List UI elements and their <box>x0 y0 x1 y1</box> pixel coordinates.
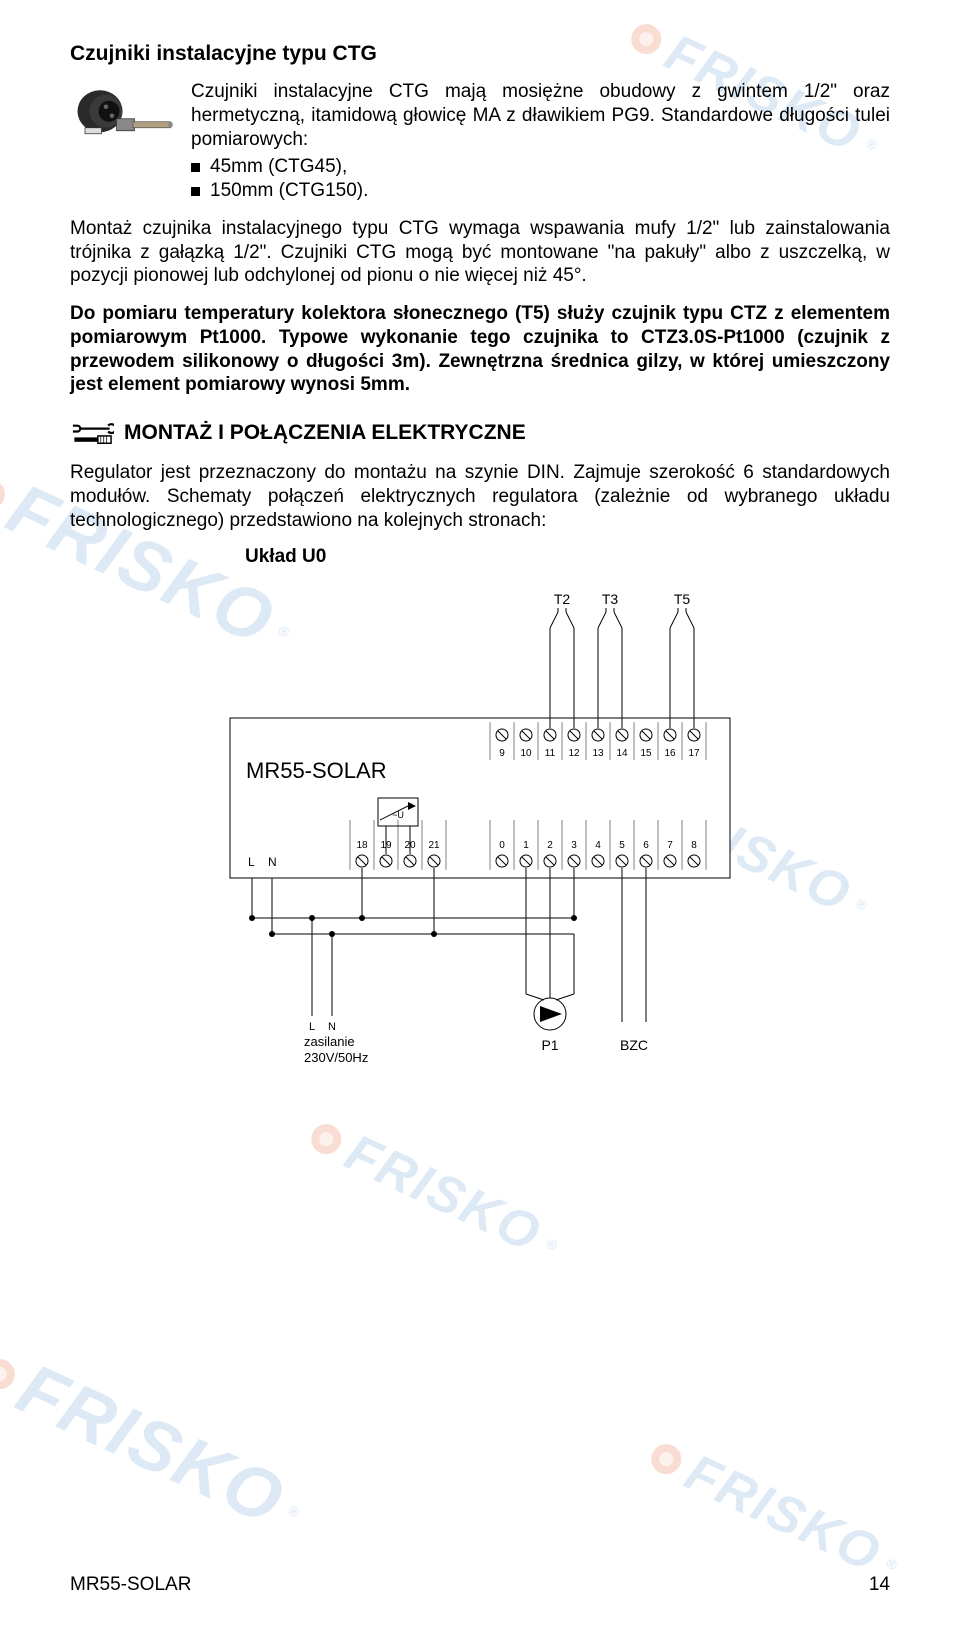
svg-text:T2: T2 <box>554 591 571 607</box>
bullet-text: 150mm (CTG150). <box>210 179 368 203</box>
svg-text:P1: P1 <box>541 1037 558 1053</box>
svg-text:4: 4 <box>595 840 601 851</box>
svg-text:zasilanie: zasilanie <box>304 1034 355 1049</box>
tools-icon <box>70 419 114 447</box>
svg-text:MR55-SOLAR: MR55-SOLAR <box>246 758 387 783</box>
bullet-icon <box>191 187 200 196</box>
svg-text:10: 10 <box>520 748 532 759</box>
paragraph: Montaż czujnika instalacyjnego typu CTG … <box>70 217 890 288</box>
svg-text:N: N <box>328 1021 336 1033</box>
wiring-diagram: 91011121314151617LN18192021012345678MR55… <box>200 588 760 1108</box>
svg-text:3: 3 <box>571 840 577 851</box>
footer-left: MR55-SOLAR <box>70 1574 191 1596</box>
footer-page: 14 <box>869 1574 890 1596</box>
svg-text:8: 8 <box>691 840 697 851</box>
svg-text:14: 14 <box>616 748 628 759</box>
section-heading: MONTAŻ I POŁĄCZENIA ELEKTRYCZNE <box>124 421 526 445</box>
svg-text:~U: ~U <box>392 810 404 820</box>
svg-text:N: N <box>268 855 277 869</box>
paragraph: Regulator jest przeznaczony do montażu n… <box>70 461 890 532</box>
svg-text:230V/50Hz: 230V/50Hz <box>304 1050 368 1065</box>
svg-text:L: L <box>248 855 255 869</box>
intro-paragraph: Czujniki instalacyjne CTG mają mosiężne … <box>191 80 890 203</box>
bullet-text: 45mm (CTG45), <box>210 155 347 179</box>
svg-text:1: 1 <box>523 840 529 851</box>
sensor-illustration <box>70 80 175 150</box>
svg-text:13: 13 <box>592 748 604 759</box>
svg-text:15: 15 <box>640 748 652 759</box>
section-heading: Czujniki instalacyjne typu CTG <box>70 42 890 66</box>
svg-text:12: 12 <box>568 748 580 759</box>
svg-text:17: 17 <box>688 748 700 759</box>
svg-text:T3: T3 <box>602 591 619 607</box>
svg-text:16: 16 <box>664 748 676 759</box>
svg-text:2: 2 <box>547 840 553 851</box>
svg-text:L: L <box>309 1021 315 1033</box>
diagram-title: Układ U0 <box>245 546 890 568</box>
svg-text:6: 6 <box>643 840 649 851</box>
svg-text:18: 18 <box>356 840 368 851</box>
svg-text:11: 11 <box>545 748 556 759</box>
svg-text:9: 9 <box>499 748 505 759</box>
svg-text:5: 5 <box>619 840 625 851</box>
svg-text:7: 7 <box>667 840 673 851</box>
svg-text:T5: T5 <box>674 591 691 607</box>
paragraph-bold: Do pomiaru temperatury kolektora słonecz… <box>70 302 890 397</box>
bullet-icon <box>191 163 200 172</box>
svg-text:0: 0 <box>499 840 505 851</box>
svg-text:BZC: BZC <box>620 1037 648 1053</box>
svg-text:21: 21 <box>428 840 440 851</box>
